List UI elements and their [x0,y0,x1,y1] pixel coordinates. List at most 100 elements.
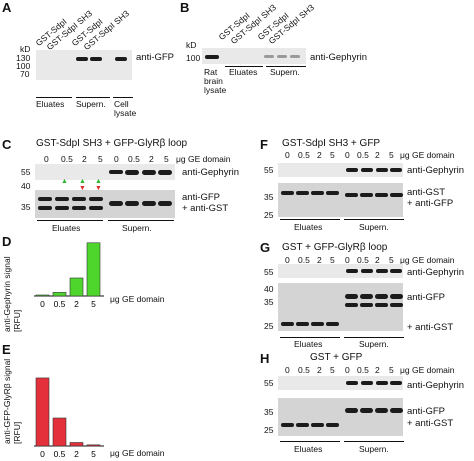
tick-label: 0.5 [54,299,66,308]
conc-label: 5 [389,365,394,375]
conc-label: 0.5 [298,150,310,160]
blot-band [376,269,388,273]
blot-image [36,50,132,80]
group-line [113,97,133,98]
blot-band [281,423,294,427]
blot-band [390,269,402,273]
group-label: Supern. [359,339,389,349]
conc-label: 5 [389,150,394,160]
blot-band [296,191,309,195]
bar [35,294,50,297]
arrow-up-green-icon: ▲ [95,178,102,185]
group-label: Supern. [270,67,300,77]
antibody-label: anti-Gephyrin [407,165,465,176]
antibody-label: anti-Gephyrin [407,380,465,391]
group-label: Eluates [294,222,323,232]
blot-band [390,303,403,307]
group-line [344,441,404,442]
conc-label: 5 [330,365,335,375]
blot-image [278,183,403,217]
group-line [266,66,306,67]
blot-band [345,303,358,307]
blot-band [326,423,339,427]
group-label: Eluates [294,339,323,349]
conc-label: 5 [98,154,103,164]
blot-band [142,170,156,175]
tick-label: 2 [74,299,79,308]
conc-label: 0 [114,154,119,164]
group-label: Eluates [52,223,81,233]
antibody-label: anti-GST [407,187,446,198]
bar [69,442,84,447]
conc-label: 0.5 [298,255,310,265]
blot-band [89,206,103,210]
blot-band [376,168,388,172]
panel-letter: E [2,342,11,357]
conc-label: 0 [285,365,290,375]
chart-d: 0 0.5 2 5 [34,242,104,308]
group-line [280,337,340,338]
panel-title: GST + GFP [310,352,363,363]
tick-label: 5 [91,299,96,308]
blot-band [90,57,102,61]
bar [35,377,50,447]
conc-label: 2 [375,255,380,265]
unit-label: μg GE domain [400,255,455,265]
kd-label: kD [186,40,197,50]
bar [86,242,101,297]
marker-label: 55 [264,165,274,175]
blot-band [375,303,388,307]
x-axis-unit: μg GE domain [110,294,165,304]
y-axis-label: anti-GFP-GlyRβ signal [RFU] [2,358,22,444]
marker-label: 55 [21,167,31,177]
blot-band [345,408,358,413]
conc-label: 2 [375,365,380,375]
blot-band [346,168,358,172]
blot-band [376,381,388,385]
group-line [37,220,103,221]
x-axis-unit: μg GE domain [110,448,165,458]
blot-band [360,408,373,413]
group-label: brain [204,76,223,86]
blot-band [390,294,403,299]
group-label: Supern. [359,222,389,232]
conc-label: 5 [330,150,335,160]
blot-band [55,206,69,210]
kd-label: kD [20,44,31,54]
blot-band [290,55,300,58]
conc-label: 0.5 [357,255,369,265]
blot-band [375,294,388,299]
conc-label: 0.5 [61,154,73,164]
blot-band [158,170,172,175]
blot-band [390,381,402,385]
blot-band [346,269,358,273]
blot-image [278,376,403,390]
antibody-label: anti-GFP [136,52,175,63]
group-label: Eluates [36,99,65,109]
arrow-up-green-icon: ▲ [61,178,68,185]
blot-band [390,408,403,413]
tick-label: 2 [74,449,79,459]
group-label: Eluates [294,444,323,454]
group-label: Supern. [359,444,389,454]
blot-image [202,48,306,64]
antibody-label: + anti-GST [182,203,229,214]
blot-band [361,168,373,172]
blot-image [278,163,403,177]
group-line [36,97,72,98]
blot-band [125,170,139,175]
blot-image [35,164,175,180]
bar [69,277,84,297]
panel-letter: H [260,351,270,366]
blot-band [390,193,403,197]
blot-band [311,322,324,326]
unit-label: μg GE domain [400,365,455,375]
tick-label: 0 [40,299,45,308]
group-line [280,441,340,442]
blot-band [89,197,103,201]
conc-label: 2 [317,255,322,265]
antibody-label: anti-GFP [407,292,446,303]
panel-letter: G [260,240,271,255]
conc-label: 0 [285,255,290,265]
marker-label: 130 [16,53,31,63]
